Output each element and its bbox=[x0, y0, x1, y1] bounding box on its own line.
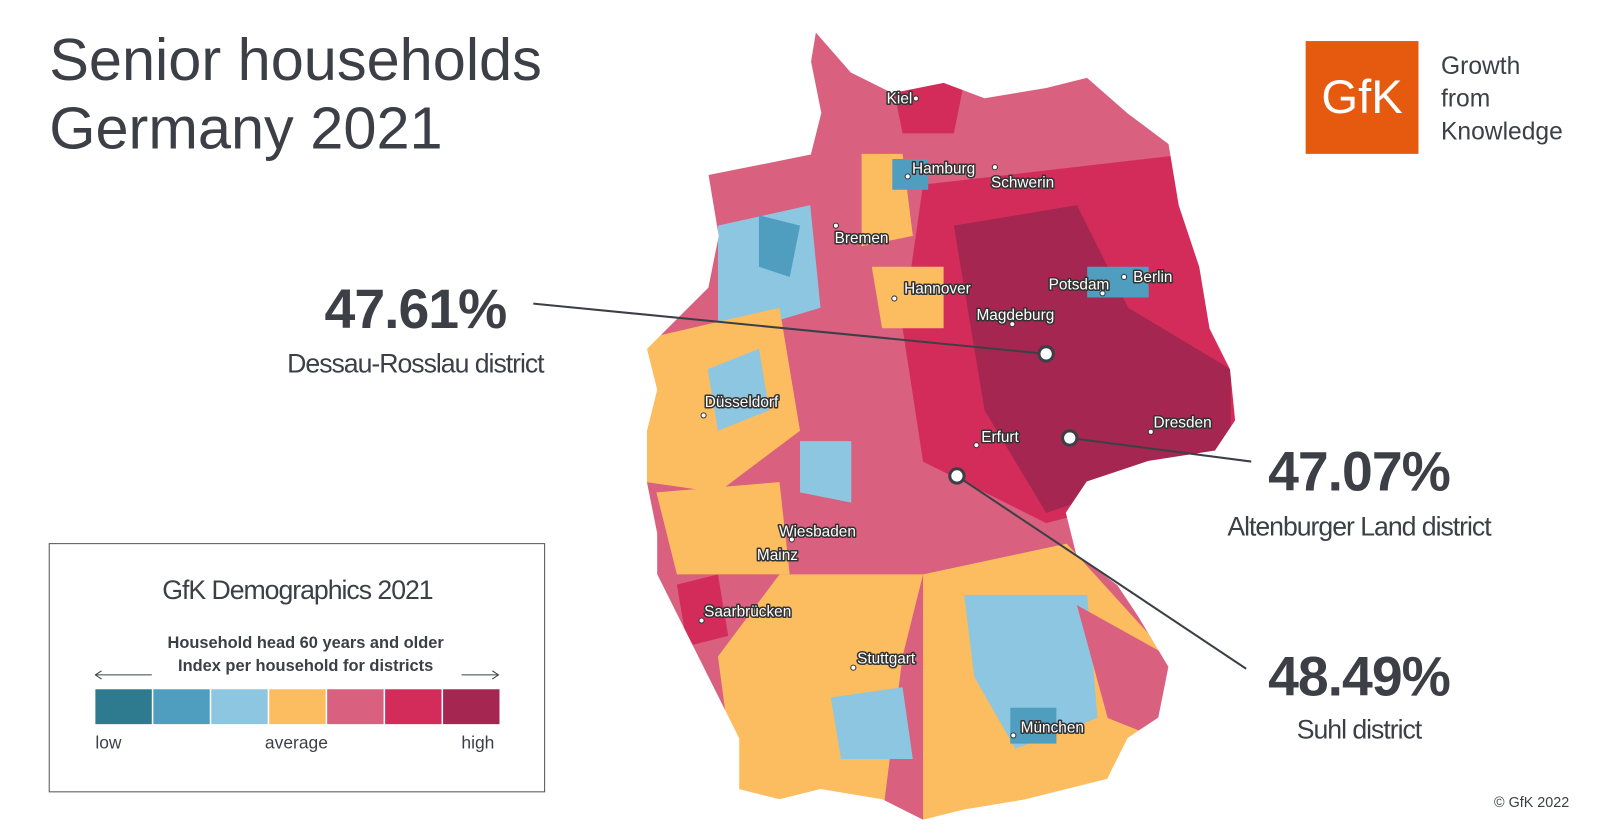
city-label: Bremen bbox=[835, 230, 889, 247]
city-label: Dresden bbox=[1154, 415, 1212, 432]
city-label: Stuttgart bbox=[857, 651, 916, 668]
callout-value: 48.49% bbox=[1268, 645, 1450, 707]
callout-dot bbox=[948, 467, 966, 485]
legend-arrows bbox=[94, 670, 500, 680]
city-label: Hannover bbox=[904, 280, 971, 297]
copyright: © GfK 2022 bbox=[1494, 795, 1569, 811]
map bbox=[646, 30, 1236, 821]
scale-label: high bbox=[461, 733, 494, 753]
city-dot bbox=[912, 95, 919, 102]
city-dot bbox=[991, 164, 998, 171]
city-dot bbox=[850, 664, 857, 671]
callout-label: Dessau-Rosslau district bbox=[287, 348, 545, 378]
logo-brand: GfK bbox=[1321, 70, 1402, 123]
tagline: Growth bbox=[1441, 53, 1520, 80]
city-dot bbox=[1009, 321, 1016, 328]
city-dot bbox=[1121, 273, 1128, 281]
logo-box bbox=[1305, 41, 1419, 154]
city-label: Schwerin bbox=[991, 175, 1054, 192]
city-label: Hamburg bbox=[912, 160, 975, 177]
legend-subtitle: Index per household for districts bbox=[178, 657, 433, 675]
city-dot bbox=[1147, 428, 1154, 435]
city-label: München bbox=[1021, 719, 1084, 736]
callout-value: 47.07% bbox=[1268, 440, 1450, 502]
tagline: Knowledge bbox=[1441, 119, 1563, 146]
tagline: from bbox=[1441, 86, 1490, 113]
city-label: Wiesbaden bbox=[779, 523, 856, 540]
callout-line bbox=[956, 475, 1247, 670]
callout-line bbox=[533, 302, 1047, 355]
title-line: Germany 2021 bbox=[49, 95, 442, 162]
callout-line bbox=[1069, 436, 1252, 463]
callouts: 47.61% Dessau-Rosslau district 47.07% Alten… bbox=[287, 278, 1493, 745]
city-label: Berlin bbox=[1133, 269, 1172, 286]
callout-dot bbox=[1037, 345, 1055, 363]
city-dot bbox=[973, 442, 980, 449]
city-dot bbox=[891, 295, 898, 302]
city-dot bbox=[788, 536, 795, 543]
title-line: Senior households bbox=[49, 26, 542, 93]
city-dot bbox=[904, 173, 911, 180]
city-label: Düsseldorf bbox=[705, 394, 779, 411]
legend-scale bbox=[95, 689, 500, 725]
city-dot bbox=[698, 617, 705, 624]
city-label: Mainz bbox=[757, 547, 798, 564]
legend-box bbox=[48, 543, 546, 793]
callout-label: Suhl district bbox=[1297, 715, 1423, 745]
callout-value: 47.61% bbox=[325, 278, 507, 340]
city-dot bbox=[700, 412, 707, 419]
city-dot bbox=[1010, 732, 1017, 739]
city-label: Potsdam bbox=[1049, 276, 1110, 293]
city-dot bbox=[832, 222, 839, 229]
city-dot bbox=[1099, 290, 1106, 297]
city-label: Kiel bbox=[887, 91, 913, 108]
legend-title: GfK Demographics 2021 bbox=[162, 575, 433, 605]
city-dot bbox=[776, 550, 783, 557]
legend-subtitle: Household head 60 years and older bbox=[168, 634, 445, 652]
callout-label: Altenburger Land district bbox=[1227, 511, 1492, 541]
scale-label: low bbox=[95, 733, 122, 753]
scale-label: average bbox=[265, 733, 328, 753]
city-label: Erfurt bbox=[981, 429, 1019, 446]
map-outline bbox=[645, 29, 1237, 822]
callout-dot bbox=[1061, 429, 1079, 447]
city-labels: Kiel Hamburg Schwerin Bremen Hannover Potsdam… bbox=[698, 89, 1213, 739]
city-label: Magdeburg bbox=[976, 307, 1054, 324]
city-label: Saarbrücken bbox=[704, 603, 791, 620]
